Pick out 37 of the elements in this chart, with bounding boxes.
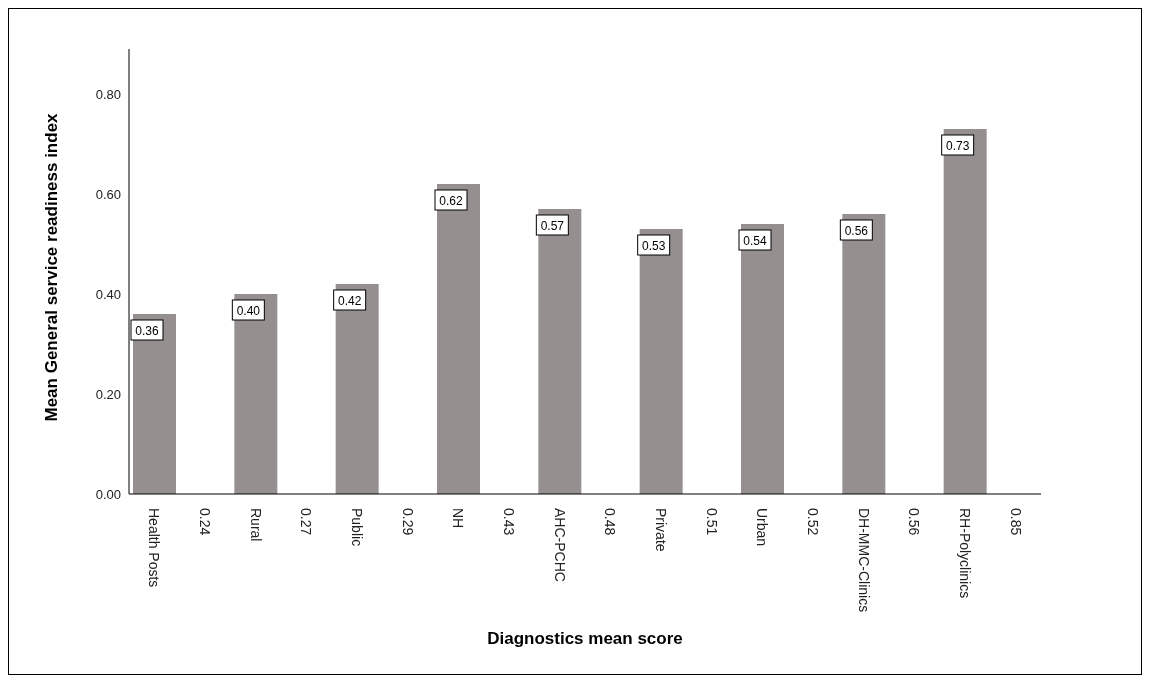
x-tick-label: Public: [349, 508, 365, 547]
x-tick-label: 0.43: [501, 508, 517, 536]
data-label: 0.56: [844, 224, 869, 238]
data-label: 0.54: [743, 234, 767, 248]
y-tick-label: 0.20: [95, 386, 121, 402]
x-tick-label: Urban: [754, 508, 771, 547]
y-axis-title: Mean General service readiness index: [42, 112, 62, 422]
x-axis-title: Diagnostics mean score: [487, 629, 683, 648]
data-label: 0.36: [135, 324, 159, 338]
y-tick-label: 0.00: [95, 486, 121, 502]
x-tick-label: 0.29: [399, 508, 416, 536]
x-tick-label: 0.24: [197, 508, 213, 536]
x-tick-label: RH-Polyclinics: [957, 508, 973, 599]
bar: [335, 284, 379, 494]
data-label: 0.73: [945, 139, 970, 153]
data-label: 0.57: [540, 219, 565, 233]
x-tick-label: AHC-PCHC: [551, 508, 568, 582]
x-tick-label: NH: [450, 508, 467, 529]
x-tick-label: 0.85: [1007, 508, 1024, 536]
bar: [943, 129, 987, 494]
bar: [639, 229, 683, 494]
y-tick-label: 0.60: [95, 186, 121, 202]
x-tick-label: 0.52: [805, 508, 821, 536]
y-tick-label: 0.40: [95, 286, 121, 302]
x-tick-label: DH-MMC-Clinics: [855, 508, 872, 613]
data-label: 0.42: [337, 294, 362, 308]
x-tick-label: 0.48: [602, 508, 619, 536]
data-label: 0.53: [641, 239, 666, 253]
x-tick-label: Private: [653, 508, 669, 552]
data-label: 0.40: [236, 304, 261, 318]
data-label: 0.62: [439, 194, 463, 208]
x-tick-label: 0.27: [298, 508, 315, 536]
x-tick-label: Health Posts: [146, 508, 163, 588]
x-tick-label: 0.51: [703, 508, 720, 536]
x-tick-label: 0.56: [906, 508, 923, 536]
y-tick-label: 0.80: [95, 86, 121, 102]
x-tick-label: Rural: [247, 508, 264, 542]
